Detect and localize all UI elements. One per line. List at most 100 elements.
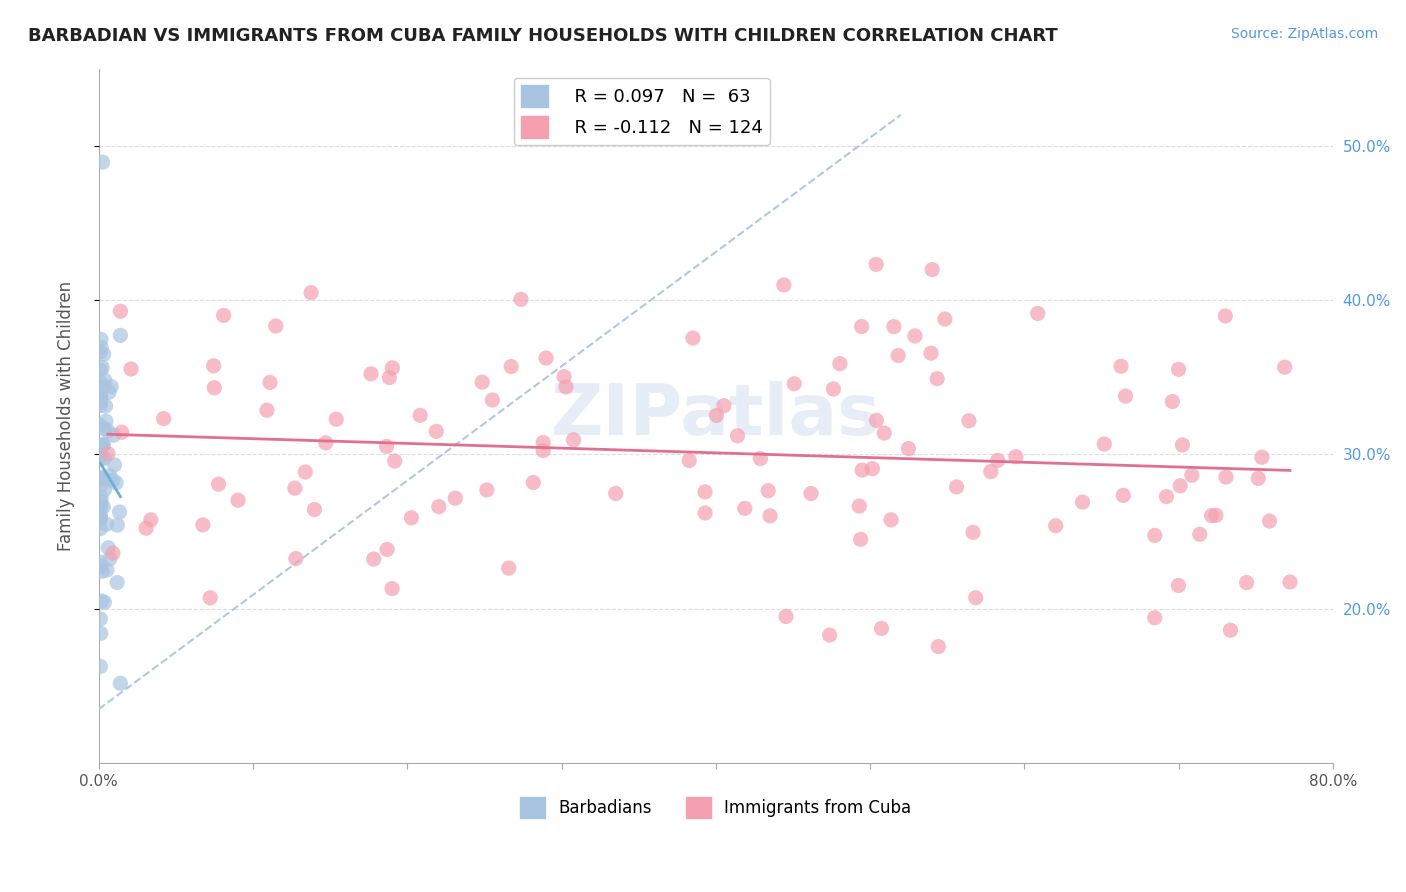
Point (818, 628, 841, 642)
Text: Source: ZipAtlas.com: Source: ZipAtlas.com (1230, 27, 1378, 41)
Point (1115, 389, 1137, 403)
Point (1251, 450, 1274, 465)
Point (105, 475, 128, 490)
Point (1045, 518, 1067, 533)
Point (299, 285, 322, 300)
Point (202, 381, 225, 395)
Point (110, 304, 132, 318)
Point (90, 594, 112, 608)
Point (100, 379, 122, 393)
Point (682, 331, 704, 345)
Point (1215, 470, 1237, 484)
Point (920, 346, 942, 360)
Point (695, 506, 717, 520)
Point (562, 433, 585, 447)
Point (90, 494, 112, 508)
Point (1167, 578, 1189, 592)
Point (93, 347, 115, 361)
Point (381, 582, 404, 596)
Point (98, 552, 121, 566)
Point (101, 546, 124, 560)
Point (139, 513, 162, 527)
Point (444, 491, 467, 505)
Point (534, 351, 557, 365)
Point (1171, 438, 1194, 452)
Point (934, 312, 956, 326)
Point (1213, 309, 1236, 323)
Point (89, 470, 111, 484)
Point (207, 477, 229, 491)
Point (103, 428, 125, 442)
Point (481, 392, 503, 407)
Point (89, 399, 111, 413)
Point (1188, 527, 1211, 541)
Point (304, 502, 326, 516)
Point (90, 393, 112, 408)
Point (89, 389, 111, 403)
Point (89, 510, 111, 524)
Point (384, 454, 406, 468)
Point (284, 551, 307, 566)
Point (828, 357, 851, 371)
Point (921, 262, 943, 277)
Point (531, 435, 554, 450)
Point (904, 329, 927, 343)
Point (97, 541, 120, 555)
Point (89, 418, 111, 433)
Point (727, 429, 749, 443)
Point (756, 483, 779, 498)
Point (105, 575, 128, 590)
Point (256, 403, 278, 417)
Point (783, 376, 806, 391)
Point (325, 412, 347, 426)
Point (409, 409, 432, 423)
Point (749, 451, 772, 466)
Point (96, 517, 118, 532)
Point (90, 471, 112, 485)
Point (90, 438, 112, 452)
Point (1092, 437, 1115, 451)
Point (97, 447, 120, 461)
Point (89, 555, 111, 569)
Point (191, 517, 214, 532)
Point (264, 318, 287, 333)
Point (427, 500, 450, 514)
Point (93, 373, 115, 387)
Point (848, 499, 870, 513)
Point (101, 473, 124, 487)
Point (89, 659, 111, 673)
Point (1112, 488, 1135, 502)
Point (91, 360, 114, 375)
Point (226, 493, 249, 508)
Point (89, 522, 111, 536)
Point (110, 676, 132, 690)
Point (110, 328, 132, 343)
Point (94, 399, 117, 413)
Point (91, 564, 114, 578)
Point (90, 626, 112, 640)
Point (1274, 360, 1296, 375)
Point (987, 453, 1010, 467)
Point (89, 512, 111, 526)
Point (93, 451, 115, 466)
Point (135, 521, 157, 535)
Point (91, 437, 114, 451)
Point (89, 612, 111, 626)
Point (980, 465, 1002, 479)
Point (98, 468, 121, 483)
Point (1168, 479, 1191, 493)
Y-axis label: Family Households with Children: Family Households with Children (58, 281, 75, 551)
Point (1201, 508, 1223, 523)
Point (734, 501, 756, 516)
Point (89, 363, 111, 377)
Point (1167, 362, 1189, 376)
Point (89, 559, 111, 574)
Point (200, 591, 222, 605)
Point (849, 533, 872, 547)
Point (800, 486, 823, 500)
Point (202, 359, 225, 373)
Point (91, 155, 114, 169)
Point (89, 500, 111, 514)
Point (1026, 306, 1049, 320)
Point (693, 484, 716, 499)
